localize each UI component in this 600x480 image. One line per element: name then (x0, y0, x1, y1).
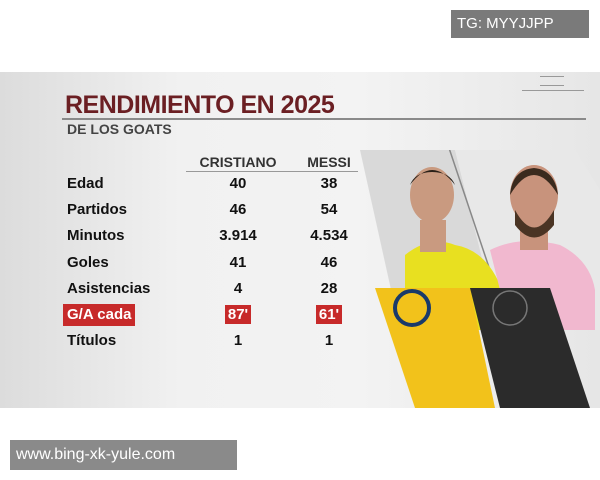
messi-value: 28 (320, 279, 338, 297)
stat-row: Goles 41 46 (0, 251, 360, 275)
cristiano-value: 3.914 (219, 227, 257, 245)
graphic-title: RENDIMIENTO EN 2025 (65, 91, 335, 119)
stat-label: Títulos (67, 332, 117, 350)
stat-label: Goles (67, 253, 109, 271)
watermark-website: www.bing-xk-yule.com (10, 440, 237, 470)
al-nassr-logo (393, 289, 431, 327)
player-photos (360, 150, 600, 408)
messi-value: 54 (320, 201, 338, 219)
stat-label: Edad (67, 175, 104, 192)
stat-label: Minutos (67, 227, 125, 245)
watermark-telegram: TG: MYYJJPP (451, 10, 589, 38)
messi-value: 61' (294, 303, 364, 327)
stat-row: Títulos 1 1 (0, 329, 360, 353)
cristiano-value: 87' (203, 303, 273, 327)
cristiano-value: 41 (229, 253, 247, 271)
messi-value: 46 (320, 253, 338, 271)
cristiano-value: 46 (229, 201, 247, 219)
stat-row: G/A cada 87' 61' (0, 303, 360, 327)
stat-label: Partidos (67, 201, 128, 219)
messi-value: 1 (324, 332, 334, 350)
stat-label: Asistencias (67, 279, 151, 297)
menu-icon (540, 76, 564, 86)
messi-value: 4.534 (310, 227, 348, 245)
cristiano-value: 40 (229, 175, 247, 192)
stat-row: Minutos 3.914 4.534 (0, 224, 360, 248)
stat-row: Asistencias 4 28 (0, 277, 360, 301)
divider (522, 90, 584, 91)
stat-label: G/A cada (63, 304, 136, 326)
column-header-messi: MESSI (307, 154, 351, 170)
stat-row: Partidos 46 54 (0, 198, 360, 222)
divider (62, 118, 586, 120)
divider (186, 171, 358, 172)
column-header-cristiano: CRISTIANO (199, 154, 277, 170)
graphic-subtitle: DE LOS GOATS (67, 121, 172, 137)
cristiano-value: 4 (233, 279, 243, 297)
stats-graphic: RENDIMIENTO EN 2025 DE LOS GOATS CRISTIA… (0, 72, 600, 408)
inter-miami-logo (492, 290, 528, 326)
stat-row: Edad 40 38 (0, 172, 360, 196)
cristiano-value: 1 (233, 332, 243, 350)
messi-value: 38 (320, 175, 338, 192)
